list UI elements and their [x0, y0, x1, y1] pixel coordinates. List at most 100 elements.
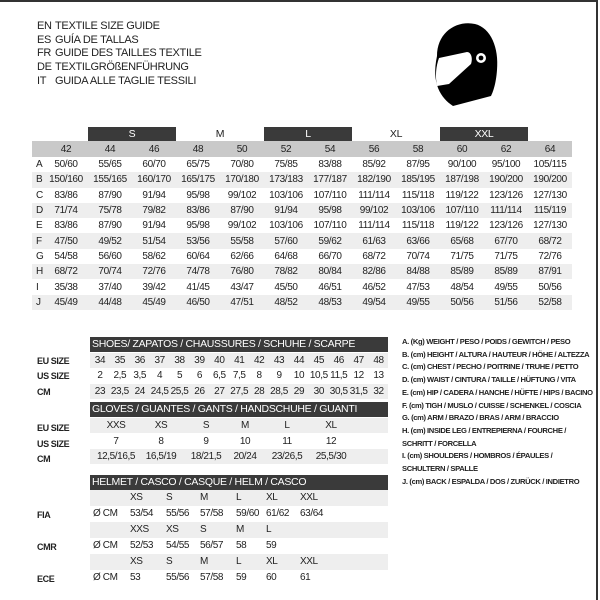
cell: 63/66: [406, 235, 430, 247]
guide-title: EN TEXTILE SIZE GUIDE ES GUÍA DE TALLAS FR GU…: [37, 20, 202, 89]
cell: 68/72: [362, 250, 386, 262]
cell: 165/175: [181, 174, 215, 186]
unit: Ø CM: [93, 540, 118, 551]
table-row: F 47/50 49/52 51/54 53/56 55/58 57/60 59/62 61/6…: [32, 233, 572, 249]
cell: 55/65: [98, 159, 122, 171]
cell: 49/52: [98, 235, 122, 247]
cell: 50/60: [54, 159, 78, 171]
cell: 160/170: [137, 174, 171, 186]
title-text: GUIDE DES TAILLES TEXTILE: [55, 47, 202, 60]
size-header: 62: [500, 143, 512, 155]
size: L: [236, 492, 242, 503]
cell: 46/50: [186, 296, 210, 308]
cell: 49/54: [362, 296, 386, 308]
size-header: 58: [412, 143, 424, 155]
row-letter: C: [36, 189, 43, 201]
cell: 51/54: [142, 235, 166, 247]
legend-line: H. (cm) INSIDE LEG / ENTREPIERNA / FOURC…: [402, 425, 567, 435]
title-line: DE TEXTILGRÖßENFÜHRUNG: [37, 61, 202, 75]
cell: 111/114: [358, 220, 390, 232]
cell: 99/102: [227, 189, 257, 201]
cell: 7,5: [232, 370, 246, 382]
cell: 45/49: [54, 296, 78, 308]
helmet-title: HELMET / CASCO / CASQUE / HELM / CASCO: [90, 475, 388, 490]
cell: 103/106: [269, 220, 303, 232]
cell: 76/80: [230, 266, 254, 278]
unit: Ø CM: [93, 508, 118, 519]
helmet-standard: FIA: [37, 510, 51, 520]
size-header: 46: [148, 143, 160, 155]
cell: 36: [134, 355, 146, 366]
cell: 46: [333, 355, 345, 366]
cell: 57/58: [200, 508, 224, 519]
cell: 46/52: [362, 281, 386, 293]
row-letter: B: [36, 174, 43, 186]
glove-row: XXS XS S M L XL: [90, 418, 388, 433]
cell: 32: [373, 385, 384, 397]
cell: 53/54: [130, 508, 154, 519]
cell: 28: [253, 385, 265, 397]
cell: 119/122: [445, 189, 479, 201]
cell: 45/49: [142, 296, 166, 308]
size: S: [166, 492, 173, 503]
cell: 83/86: [54, 220, 78, 232]
cell: 59/60: [236, 508, 260, 519]
cell: 150/160: [49, 174, 83, 186]
cell: 51/56: [494, 296, 518, 308]
cell: 91/94: [274, 205, 298, 217]
cell: 62/66: [230, 250, 254, 262]
cell: 50/56: [538, 281, 562, 293]
cell: 111/114: [490, 205, 522, 217]
cell: 59: [236, 572, 247, 583]
table-row: H 68/72 70/74 72/76 74/78 76/80 78/82 80/84 82/8…: [32, 264, 572, 280]
table-row: E 83/86 87/90 91/94 95/98 99/102 103/106 107/11…: [32, 218, 572, 233]
table-row: B 150/160 155/165 160/170 165/175 170/180 173/…: [32, 172, 572, 188]
legend-line: I. (cm) SHOULDERS / HOMBROS / ÉPAULES /: [402, 451, 553, 461]
cell: XXS: [106, 420, 126, 431]
size: XXL: [300, 492, 318, 503]
cell: 60/64: [186, 250, 210, 262]
cell: 7: [113, 435, 119, 447]
legend-line: A. (Kg) WEIGHT / PESO / POIDS / GEWITCH …: [402, 337, 571, 346]
cell: 43: [273, 355, 285, 366]
cell: 95/98: [318, 205, 342, 217]
helmet-size-row: XXS XS S M L: [90, 522, 388, 538]
cell: 119/122: [445, 220, 479, 232]
cell: 56/60: [98, 250, 122, 262]
cell: 87/90: [98, 220, 122, 232]
size: L: [266, 524, 272, 535]
gloves-title: GLOVES / GUANTES / GANTS / HANDSCHUHE / …: [90, 402, 388, 417]
helmet-size-row: XS S M L XL XXL: [90, 554, 388, 570]
cell: 61/63: [362, 235, 386, 247]
cell: 55/56: [166, 572, 190, 583]
size: M: [236, 524, 244, 535]
legend-line: SCHRITT / FORCELLA: [402, 438, 477, 448]
cell: 52/53: [130, 540, 154, 551]
table-row: A 50/60 55/65 60/70 65/75 70/80 75/85 83/88 85/9…: [32, 157, 572, 172]
size: S: [166, 556, 173, 567]
cell: 42: [253, 355, 265, 366]
cell: 44: [293, 355, 305, 366]
cell: 9: [276, 370, 282, 382]
helmet-value-row: Ø CM 53 55/56 57/58 59 60 61: [90, 570, 388, 586]
cell: 35/38: [54, 281, 78, 293]
cell: 23/26,5: [271, 451, 303, 462]
cell: 70/74: [98, 266, 122, 278]
legend-line: SCHULTERN / SPALLE: [402, 464, 478, 474]
cell: 95/98: [186, 189, 210, 201]
title-line: EN TEXTILE SIZE GUIDE: [37, 20, 202, 34]
cell: 27,5: [230, 385, 249, 397]
row-letter: J: [36, 296, 41, 308]
measurement-legend: A. (Kg) WEIGHT / PESO / POIDS / GEWITCH …: [402, 336, 593, 488]
cell: 4: [157, 370, 163, 382]
cell: 46/51: [318, 281, 342, 293]
cell: 37/40: [98, 281, 122, 293]
table-row: I 35/38 37/40 39/42 41/45 43/47 45/50 46/51 46/5…: [32, 279, 572, 294]
cell: 49/55: [494, 281, 518, 293]
size-band: L: [264, 127, 352, 141]
cell: 56/57: [200, 540, 224, 551]
cell: 65/75: [186, 159, 210, 171]
cell: 68/72: [54, 266, 78, 278]
cell: 5: [176, 370, 183, 382]
cell: 115/119: [533, 205, 567, 217]
